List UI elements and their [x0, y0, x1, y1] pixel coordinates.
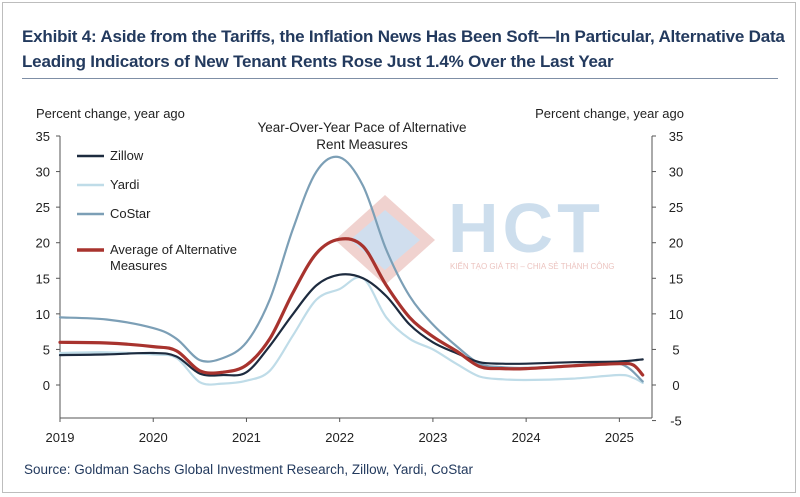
left-tick-label: 10 [36, 307, 50, 322]
right-tick-label: 0 [672, 378, 679, 393]
left-tick-label: 0 [43, 378, 50, 393]
left-tick-label: 35 [36, 129, 50, 144]
right-tick-label: 10 [669, 307, 683, 322]
x-tick-label: 2019 [46, 430, 75, 445]
legend-label-line-2: Measures [110, 258, 168, 273]
series-line-average-of-alternative-measures [58, 237, 645, 377]
right-tick-label: 20 [669, 236, 683, 251]
right-tick-label: 25 [669, 200, 683, 215]
annotation-line-2: Rent Measures [316, 137, 408, 152]
legend-label: CoStar [110, 206, 151, 221]
right-tick-label: 15 [669, 271, 683, 286]
annotation-line-1: Year-Over-Year Pace of Alternative [257, 120, 466, 135]
x-tick-label: 2025 [605, 430, 634, 445]
right-tick-label: 35 [669, 129, 683, 144]
x-tick-label: 2021 [232, 430, 261, 445]
right-tick-label: -5 [670, 414, 682, 429]
chart-title: Exhibit 4: Aside from the Tariffs, the I… [22, 27, 785, 71]
left-tick-label: 30 [36, 165, 50, 180]
legend-label-line-1: Average of Alternative [110, 242, 237, 257]
left-tick-label: 5 [43, 342, 50, 357]
x-tick-label: 2020 [139, 430, 168, 445]
x-tick-label: 2022 [325, 430, 354, 445]
left-axis-label: Percent change, year ago [36, 106, 185, 121]
chart-series [58, 155, 645, 386]
legend-label: Zillow [110, 148, 144, 163]
watermark-tagline: KIẾN TẠO GIÁ TRỊ – CHIA SẺ THÀNH CÔNG [450, 262, 615, 271]
source-note: Source: Goldman Sachs Global Investment … [24, 462, 473, 477]
left-tick-label: 20 [36, 236, 50, 251]
x-tick-label: 2024 [512, 430, 541, 445]
right-tick-label: 5 [672, 342, 679, 357]
series-line-zillow [58, 273, 644, 377]
right-tick-label: 30 [669, 165, 683, 180]
right-axis-label: Percent change, year ago [535, 106, 684, 121]
title-rule [22, 78, 778, 79]
legend-label: Yardi [110, 177, 139, 192]
left-tick-label: 15 [36, 271, 50, 286]
chart-legend: Zillow Yardi CoStar Average of AlternativeM… [77, 148, 237, 273]
x-tick-label: 2023 [418, 430, 447, 445]
left-tick-label: 25 [36, 200, 50, 215]
watermark-text: HCT [448, 189, 604, 267]
